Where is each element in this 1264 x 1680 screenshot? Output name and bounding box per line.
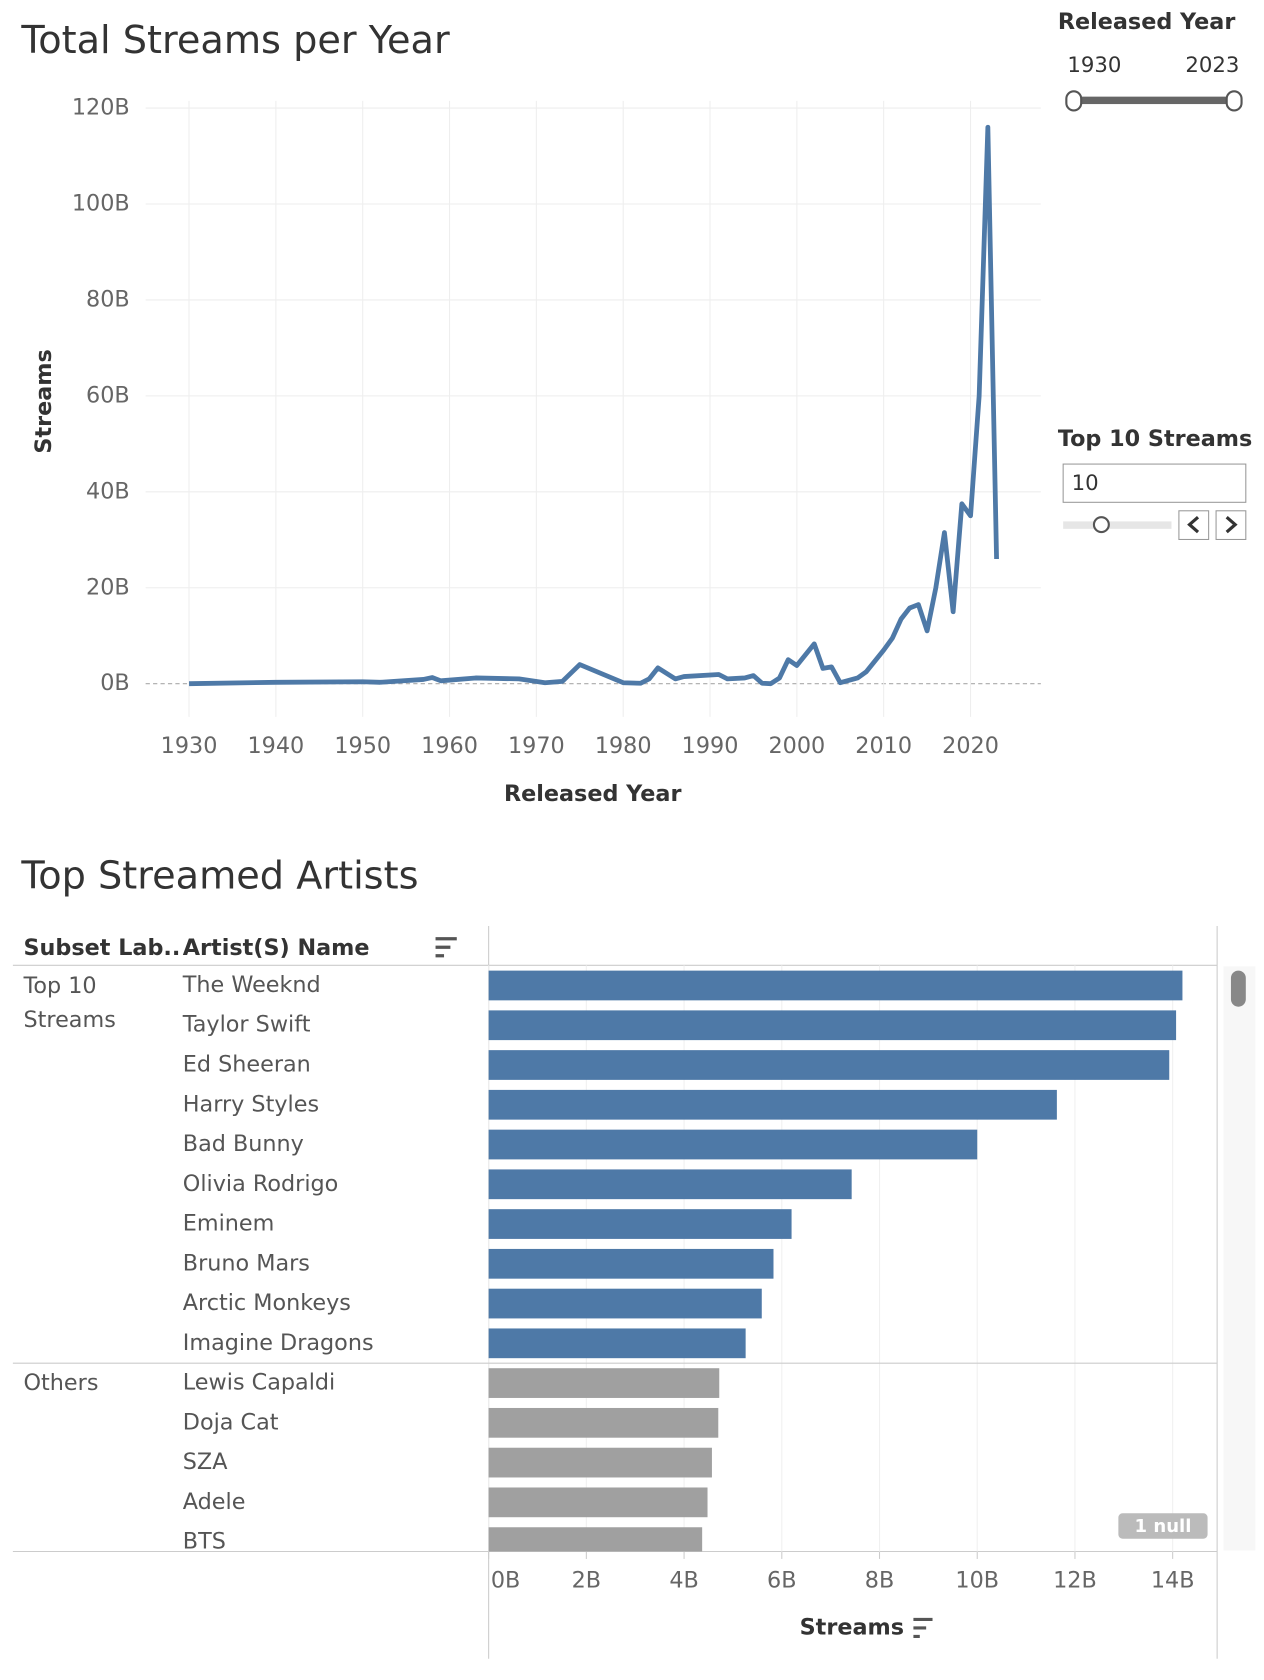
artist-name: Lewis Capaldi	[183, 1370, 335, 1396]
x-tick-label: 10B	[955, 1568, 999, 1594]
left-arrow	[1187, 515, 1200, 534]
y-tick-label: 60B	[86, 382, 130, 408]
bar	[488, 1209, 792, 1239]
artist-name: SZA	[183, 1449, 228, 1475]
x-tick-label: 1960	[421, 733, 478, 759]
bar	[488, 1487, 708, 1518]
x-axis-title: Released Year	[504, 781, 681, 807]
bar	[488, 1129, 978, 1160]
range-handle[interactable]	[1065, 90, 1083, 112]
x-tick-label: 6B	[767, 1568, 796, 1594]
range-handle[interactable]	[1225, 90, 1243, 112]
null-indicator: 1 null	[1135, 1516, 1192, 1537]
x-tick-label: 1930	[161, 733, 218, 759]
bar	[488, 1010, 1177, 1041]
y-tick-label: 80B	[86, 286, 130, 312]
bar	[488, 1248, 774, 1279]
range-track	[1072, 96, 1235, 105]
filter-title: Top 10 Streams	[1058, 426, 1252, 452]
right-arrow	[1225, 515, 1238, 534]
bar	[488, 1447, 712, 1478]
y-tick-label: 20B	[86, 574, 130, 600]
y-axis-title: Streams	[31, 349, 57, 453]
x-tick-label: 2020	[942, 733, 999, 759]
artist-name: Olivia Rodrigo	[183, 1171, 339, 1197]
artist-name: Harry Styles	[183, 1091, 319, 1117]
slider-track	[1063, 521, 1172, 529]
step-down-button[interactable]	[1178, 510, 1210, 540]
filter-title: Released Year	[1058, 9, 1235, 35]
range-min: 1930	[1067, 53, 1121, 78]
y-tick-label: 40B	[86, 478, 130, 504]
sort-icon[interactable]	[435, 937, 457, 958]
artist-name: The Weeknd	[182, 972, 321, 998]
x-tick-label: 2000	[768, 733, 825, 759]
line-chart-title: Total Streams per Year	[20, 19, 450, 63]
scrollbar[interactable]	[1223, 966, 1256, 1551]
x-tick-label: 1970	[508, 733, 565, 759]
line	[189, 124, 999, 687]
x-tick-label: 1990	[682, 733, 739, 759]
artist-name: Bruno Mars	[183, 1250, 310, 1276]
step-up-button[interactable]	[1215, 510, 1247, 540]
artist-name: Bad Bunny	[183, 1131, 304, 1157]
range-max: 2023	[1185, 53, 1239, 78]
group-box: Others	[23, 1370, 99, 1396]
artist-name: Arctic Monkeys	[183, 1290, 351, 1316]
x-tick-label: 4B	[669, 1568, 698, 1594]
artist-name: Ed Sheeran	[183, 1052, 311, 1078]
x-tick-label: 8B	[865, 1568, 894, 1594]
x-tick-label: 1980	[595, 733, 652, 759]
x-tick-label: 14B	[1151, 1568, 1195, 1594]
bar	[488, 1368, 720, 1398]
bar	[488, 1089, 1057, 1120]
artist-name: Taylor Swift	[182, 1012, 311, 1038]
y-tick-label: 100B	[72, 191, 130, 217]
x-tick-label: 1950	[334, 733, 391, 759]
number-input[interactable]	[1062, 463, 1247, 503]
input-value: 10	[1072, 471, 1099, 496]
bar	[488, 1050, 1170, 1080]
artist-name: Adele	[183, 1489, 246, 1515]
group-label: Others	[23, 1370, 99, 1396]
column-header: Artist(S) Name	[183, 935, 370, 961]
column-header: Subset Lab..	[24, 935, 181, 961]
bar	[488, 1288, 762, 1319]
slider-handle[interactable]	[1092, 516, 1110, 534]
bar	[488, 1169, 852, 1200]
artist-name: Imagine Dragons	[183, 1330, 374, 1356]
bar	[488, 1407, 719, 1438]
bar-rows: The Weeknd Taylor Swift Ed Sheeran Harry St…	[12, 965, 1218, 1555]
artist-name: BTS	[183, 1529, 226, 1555]
bar	[488, 970, 1183, 1001]
group-label: Top 10 Streams	[23, 972, 116, 1033]
x-tick-label: 2010	[855, 733, 912, 759]
y-tick-label: 0B	[100, 670, 129, 696]
scroll-thumb[interactable]	[1230, 970, 1246, 1007]
group-box: Top 10 Streams	[23, 972, 116, 1033]
x-tick-label: 1940	[247, 733, 304, 759]
null-badge	[1118, 1513, 1208, 1539]
artist-name: Eminem	[183, 1211, 275, 1237]
x-tick-label: 2B	[572, 1568, 601, 1594]
x-axis-title: Streams	[800, 1614, 904, 1640]
bar	[488, 1527, 703, 1552]
x-tick-label: 0B	[491, 1568, 520, 1594]
artist-name: Doja Cat	[183, 1409, 279, 1435]
x-tick-label: 12B	[1053, 1568, 1097, 1594]
bar-chart-title: Top Streamed Artists	[20, 855, 418, 899]
bar	[488, 1328, 746, 1359]
y-tick-label: 120B	[72, 95, 130, 121]
sort-icon[interactable]	[913, 1617, 933, 1639]
